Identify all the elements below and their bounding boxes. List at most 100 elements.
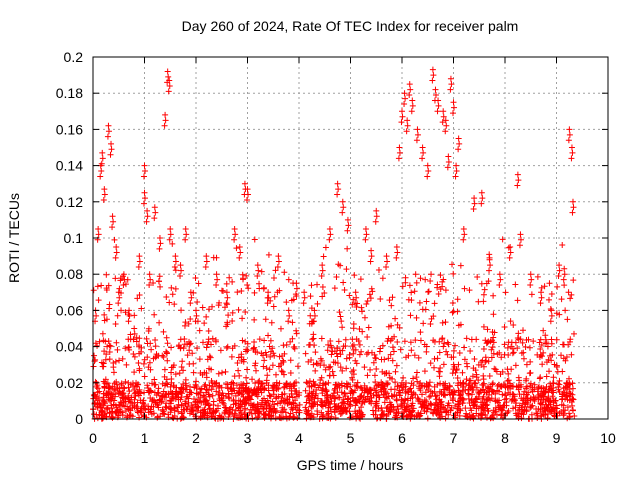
data-point (491, 365, 498, 372)
data-point (263, 400, 270, 407)
data-point (107, 385, 114, 392)
data-point (335, 186, 342, 193)
data-point (483, 389, 490, 396)
data-point (435, 411, 442, 418)
data-point (184, 352, 191, 359)
data-point (155, 390, 162, 397)
data-point (309, 336, 316, 343)
data-point (258, 350, 265, 357)
data-point (444, 384, 451, 391)
data-point (401, 101, 408, 108)
data-point (268, 319, 275, 326)
data-point (293, 388, 300, 395)
data-point (368, 285, 375, 292)
data-point (327, 363, 334, 370)
data-point (157, 283, 164, 290)
data-point (90, 287, 97, 294)
data-point (167, 398, 174, 405)
data-point (567, 381, 574, 388)
data-point (251, 386, 258, 393)
data-point (339, 209, 346, 216)
data-point (98, 168, 105, 175)
data-point (238, 351, 245, 358)
data-point (332, 381, 339, 388)
data-point (486, 267, 493, 274)
data-point (276, 415, 283, 422)
data-point (449, 261, 456, 268)
data-point (114, 407, 121, 414)
data-point (383, 370, 390, 377)
data-point (306, 390, 313, 397)
data-point (365, 324, 372, 331)
data-point (361, 314, 368, 321)
data-point (331, 285, 338, 292)
data-point (187, 383, 194, 390)
data-point (173, 391, 180, 398)
data-point (502, 289, 509, 296)
data-point (107, 151, 114, 158)
data-point (403, 413, 410, 420)
data-point (381, 399, 388, 406)
data-point (455, 387, 462, 394)
data-point (271, 401, 278, 408)
data-point (244, 186, 251, 193)
data-point (545, 296, 552, 303)
data-point (345, 222, 352, 229)
data-point (271, 352, 278, 359)
data-point (415, 354, 422, 361)
data-point (553, 336, 560, 343)
data-point (92, 378, 99, 385)
data-point (105, 338, 112, 345)
data-point (208, 341, 215, 348)
data-point (314, 411, 321, 418)
data-point (112, 358, 119, 365)
data-point (549, 393, 556, 400)
data-point (527, 369, 534, 376)
data-point (501, 341, 508, 348)
data-point (279, 353, 286, 360)
data-point (407, 312, 414, 319)
data-point (161, 394, 168, 401)
data-point (258, 389, 265, 396)
data-point (401, 338, 408, 345)
data-point (200, 339, 207, 346)
data-point (534, 414, 541, 421)
data-point (354, 383, 361, 390)
data-point (151, 204, 158, 211)
data-point (320, 253, 327, 260)
data-point (388, 392, 395, 399)
data-point (162, 111, 169, 118)
data-point (456, 400, 463, 407)
data-point (465, 390, 472, 397)
data-point (467, 385, 474, 392)
data-point (216, 383, 223, 390)
data-point (260, 405, 267, 412)
data-point (364, 393, 371, 400)
data-point (266, 343, 273, 350)
data-point (167, 225, 174, 232)
data-point (536, 383, 543, 390)
data-point (166, 299, 173, 306)
data-point (401, 404, 408, 411)
data-point (302, 404, 309, 411)
data-point (536, 375, 543, 382)
data-point (454, 296, 461, 303)
data-point (99, 149, 106, 156)
data-point (136, 258, 143, 265)
data-point (285, 318, 292, 325)
data-point (192, 378, 199, 385)
data-point (444, 402, 451, 409)
data-point (507, 244, 514, 251)
data-point (511, 393, 518, 400)
data-point (243, 374, 250, 381)
data-point (91, 392, 98, 399)
data-point (568, 144, 575, 151)
data-point (452, 369, 459, 376)
data-point (451, 104, 458, 111)
data-point (261, 337, 268, 344)
data-point (546, 280, 553, 287)
data-point (471, 355, 478, 362)
data-point (507, 318, 514, 325)
data-point (429, 409, 436, 416)
data-point (189, 350, 196, 357)
